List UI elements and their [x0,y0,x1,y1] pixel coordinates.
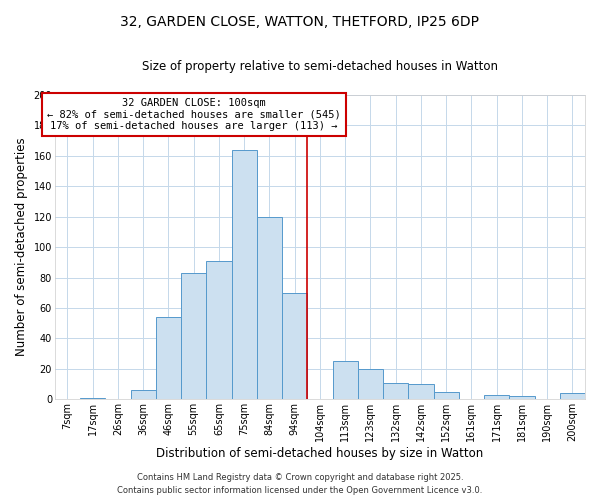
Bar [131,390,156,400]
X-axis label: Distribution of semi-detached houses by size in Watton: Distribution of semi-detached houses by … [156,447,484,460]
Title: Size of property relative to semi-detached houses in Watton: Size of property relative to semi-detach… [142,60,498,73]
Bar [383,382,408,400]
Y-axis label: Number of semi-detached properties: Number of semi-detached properties [15,138,28,356]
Bar [560,393,585,400]
Bar [408,384,434,400]
Bar [156,317,181,400]
Text: 32 GARDEN CLOSE: 100sqm
← 82% of semi-detached houses are smaller (545)
17% of s: 32 GARDEN CLOSE: 100sqm ← 82% of semi-de… [47,98,341,131]
Bar [181,273,206,400]
Bar [257,216,282,400]
Text: Contains HM Land Registry data © Crown copyright and database right 2025.
Contai: Contains HM Land Registry data © Crown c… [118,474,482,495]
Bar [509,396,535,400]
Bar [434,392,459,400]
Bar [358,369,383,400]
Text: 32, GARDEN CLOSE, WATTON, THETFORD, IP25 6DP: 32, GARDEN CLOSE, WATTON, THETFORD, IP25… [121,15,479,29]
Bar [332,362,358,400]
Bar [80,398,106,400]
Bar [232,150,257,400]
Bar [206,261,232,400]
Bar [484,394,509,400]
Bar [282,293,307,400]
